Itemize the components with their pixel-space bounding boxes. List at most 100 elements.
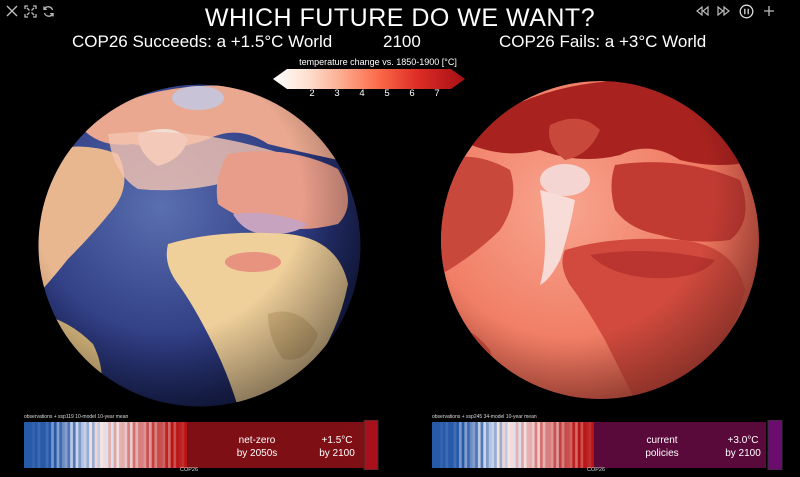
stripe	[437, 422, 441, 468]
stripe	[453, 422, 457, 468]
stripe	[580, 422, 584, 468]
stripe	[445, 422, 449, 468]
legend-tick: 7	[434, 88, 440, 99]
globe-3c	[441, 81, 759, 399]
legend-tick: 6	[409, 88, 415, 99]
stripe	[491, 422, 495, 468]
stripe	[521, 422, 525, 468]
stripe	[181, 422, 185, 468]
stripe	[564, 422, 568, 468]
stripe	[502, 422, 506, 468]
stripe	[184, 422, 188, 468]
stripe	[167, 422, 172, 468]
warming-text: +3.0°C by 2100	[718, 434, 768, 460]
stripe	[29, 422, 33, 468]
stripe	[148, 422, 153, 468]
stripe	[499, 422, 503, 468]
stripe	[100, 422, 104, 468]
warming-line: +1.5°C	[321, 435, 353, 446]
stripe	[504, 422, 508, 468]
scenario-line: net-zero	[238, 435, 276, 446]
color-legend-bar	[273, 69, 465, 89]
stripe	[45, 422, 49, 468]
warming-line: by 2100	[319, 448, 355, 459]
stripe	[86, 422, 90, 468]
stripe	[102, 422, 106, 468]
stripe	[40, 422, 44, 468]
stripe	[585, 422, 589, 468]
stripe	[494, 422, 498, 468]
left-heading: COP26 Succeeds: a +1.5°C World	[72, 32, 333, 51]
warming-line: +3.0°C	[727, 435, 759, 446]
legend-tick: 5	[384, 88, 390, 99]
stripe	[575, 422, 579, 468]
warming-stripes-3c	[432, 420, 783, 470]
stripe	[591, 422, 595, 468]
stripe	[62, 422, 66, 468]
stripe	[523, 422, 527, 468]
stripe	[165, 422, 169, 468]
stripe	[526, 422, 530, 468]
close-icon[interactable]	[3, 2, 21, 20]
stripe	[91, 422, 96, 468]
fast-forward-icon[interactable]	[715, 2, 733, 20]
scenario-line: current	[646, 435, 678, 446]
stripe	[81, 422, 85, 468]
stripe	[550, 422, 554, 468]
stripe	[513, 422, 517, 468]
stripe	[510, 422, 514, 468]
stripe	[143, 422, 147, 468]
stripe	[545, 422, 549, 468]
stripe	[105, 422, 109, 468]
stripe	[135, 422, 139, 468]
pause-icon[interactable]	[737, 2, 755, 20]
stripe	[483, 422, 487, 468]
stripe	[83, 422, 87, 468]
fullscreen-icon[interactable]	[21, 2, 39, 20]
scenario-text: net-zero by 2050s	[232, 434, 282, 460]
stripe	[558, 422, 562, 468]
stripe	[440, 422, 444, 468]
stripe	[97, 422, 101, 468]
stripe	[173, 422, 177, 468]
stripe	[469, 422, 473, 468]
stripe	[178, 422, 182, 468]
stripe	[464, 422, 468, 468]
stripe	[94, 422, 98, 468]
stripe	[56, 422, 60, 468]
rewind-icon[interactable]	[693, 2, 711, 20]
stripe	[119, 422, 123, 468]
plus-icon[interactable]	[760, 2, 778, 20]
stripe	[51, 422, 55, 468]
end-marker	[363, 420, 379, 470]
scenario-text: current policies	[637, 434, 687, 460]
stripe	[467, 422, 471, 468]
legend-tick: 2	[309, 88, 315, 99]
stripe	[132, 422, 136, 468]
globe-1-5c	[38, 84, 361, 407]
stripe	[496, 422, 500, 468]
stripe	[461, 422, 465, 468]
stripe	[170, 422, 174, 468]
stripe	[70, 422, 74, 468]
stripe	[146, 422, 150, 468]
stripe	[548, 422, 552, 468]
stripe	[78, 422, 82, 468]
stripe	[442, 422, 446, 468]
right-heading: COP26 Fails: a +3°C World	[499, 32, 707, 51]
stripe	[507, 422, 511, 468]
stripe	[43, 422, 47, 468]
stripe	[37, 422, 41, 468]
stripe	[542, 422, 546, 468]
scenario-block	[594, 422, 766, 468]
stripe	[48, 422, 52, 468]
stripe	[108, 422, 112, 468]
stripe	[59, 422, 63, 468]
year-label: 2100	[383, 32, 421, 51]
refresh-icon[interactable]	[39, 2, 57, 20]
page-title: WHICH FUTURE DO WE WANT?	[204, 4, 596, 32]
stripe	[486, 422, 490, 468]
stripe	[572, 422, 576, 468]
stripe	[488, 422, 492, 468]
stripe	[154, 422, 158, 468]
